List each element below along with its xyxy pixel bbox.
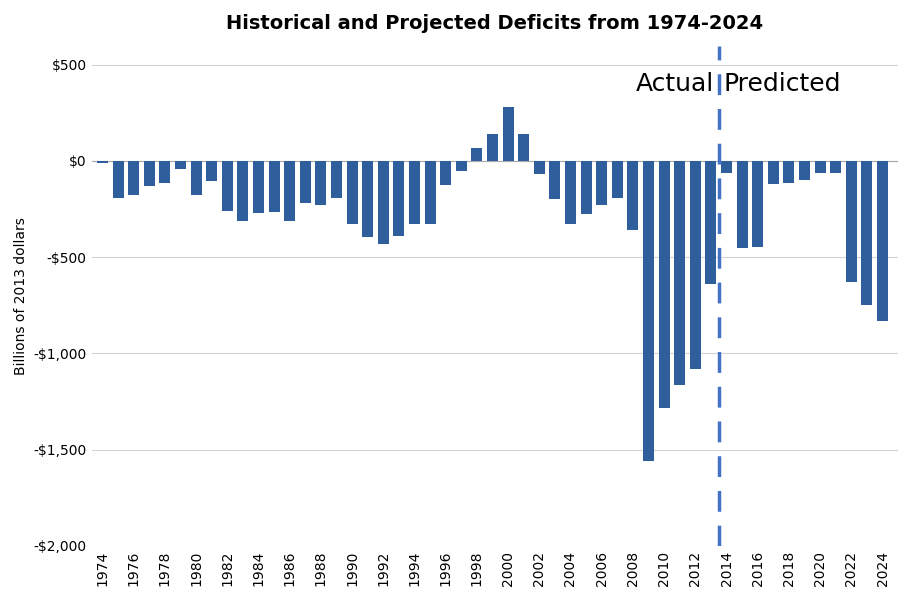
Bar xyxy=(112,161,123,199)
Bar xyxy=(814,161,824,173)
Bar xyxy=(705,161,715,284)
Bar xyxy=(362,161,373,237)
Bar xyxy=(456,161,466,170)
Bar xyxy=(408,161,419,224)
Bar xyxy=(673,161,684,385)
Bar xyxy=(252,161,263,213)
Bar xyxy=(689,161,700,369)
Bar xyxy=(300,161,311,203)
Bar xyxy=(517,134,528,161)
Bar xyxy=(440,161,451,185)
Bar xyxy=(175,161,186,169)
Bar xyxy=(331,161,342,197)
Bar xyxy=(736,161,747,248)
Bar xyxy=(844,161,855,282)
Bar xyxy=(190,161,201,194)
Bar xyxy=(861,161,872,305)
Bar xyxy=(752,161,763,247)
Bar xyxy=(97,161,107,163)
Bar xyxy=(144,161,155,186)
Bar xyxy=(580,161,591,214)
Bar xyxy=(393,161,404,236)
Bar xyxy=(159,161,170,183)
Bar xyxy=(206,161,217,181)
Bar xyxy=(269,161,280,212)
Bar xyxy=(471,148,482,161)
Y-axis label: Billions of 2013 dollars: Billions of 2013 dollars xyxy=(14,217,28,374)
Bar xyxy=(876,161,887,320)
Bar xyxy=(596,161,607,205)
Bar xyxy=(221,161,232,211)
Bar xyxy=(767,161,778,184)
Bar xyxy=(721,161,732,173)
Bar xyxy=(829,161,840,173)
Bar xyxy=(658,161,669,408)
Bar xyxy=(611,161,622,197)
Bar xyxy=(486,134,497,161)
Bar xyxy=(642,161,653,461)
Text: Predicted: Predicted xyxy=(722,73,840,97)
Text: Actual: Actual xyxy=(635,73,713,97)
Bar xyxy=(425,161,435,224)
Bar xyxy=(548,161,559,199)
Bar xyxy=(502,107,513,161)
Title: Historical and Projected Deficits from 1974-2024: Historical and Projected Deficits from 1… xyxy=(226,14,763,33)
Bar xyxy=(565,161,576,224)
Bar xyxy=(377,161,388,244)
Bar xyxy=(346,161,357,224)
Bar xyxy=(284,161,295,221)
Bar xyxy=(798,161,809,180)
Bar xyxy=(783,161,793,183)
Bar xyxy=(533,161,544,175)
Bar xyxy=(237,161,248,221)
Bar xyxy=(315,161,326,205)
Bar xyxy=(128,161,139,194)
Bar xyxy=(627,161,638,230)
